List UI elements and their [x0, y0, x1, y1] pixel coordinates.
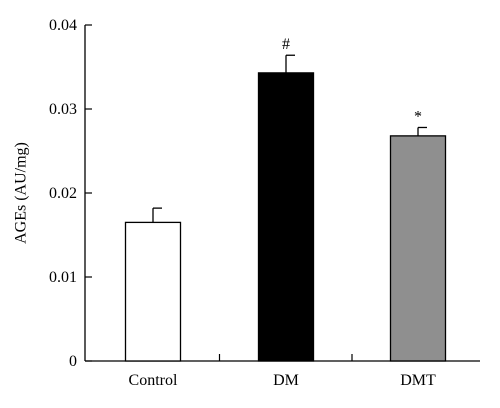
bars: #* — [124, 36, 447, 362]
x-axis-ticks: Control DM DMT — [129, 354, 436, 389]
x-tick-label: DM — [273, 372, 299, 389]
y-tick-label: 0.02 — [49, 185, 77, 202]
bar-dm — [257, 72, 315, 362]
y-tick-label: 0.03 — [49, 101, 77, 118]
significance-marker: # — [282, 36, 290, 53]
y-tick-label: 0.01 — [49, 269, 77, 286]
bar-control — [124, 221, 182, 362]
x-tick-label: DMT — [400, 372, 436, 389]
y-axis-ticks: 0 0.01 0.02 0.03 0.04 — [49, 17, 92, 370]
plot-area: 00.010.020.030.04 Control DM DMT #* — [49, 17, 480, 389]
y-axis-label: AGEs (AU/mg) — [13, 142, 30, 244]
x-tick-label: Control — [129, 372, 178, 389]
y-tick-label: 0.04 — [49, 17, 77, 34]
bar-dmt — [389, 135, 447, 362]
y-tick-label: 0 — [69, 353, 77, 370]
significance-marker: * — [414, 108, 422, 125]
